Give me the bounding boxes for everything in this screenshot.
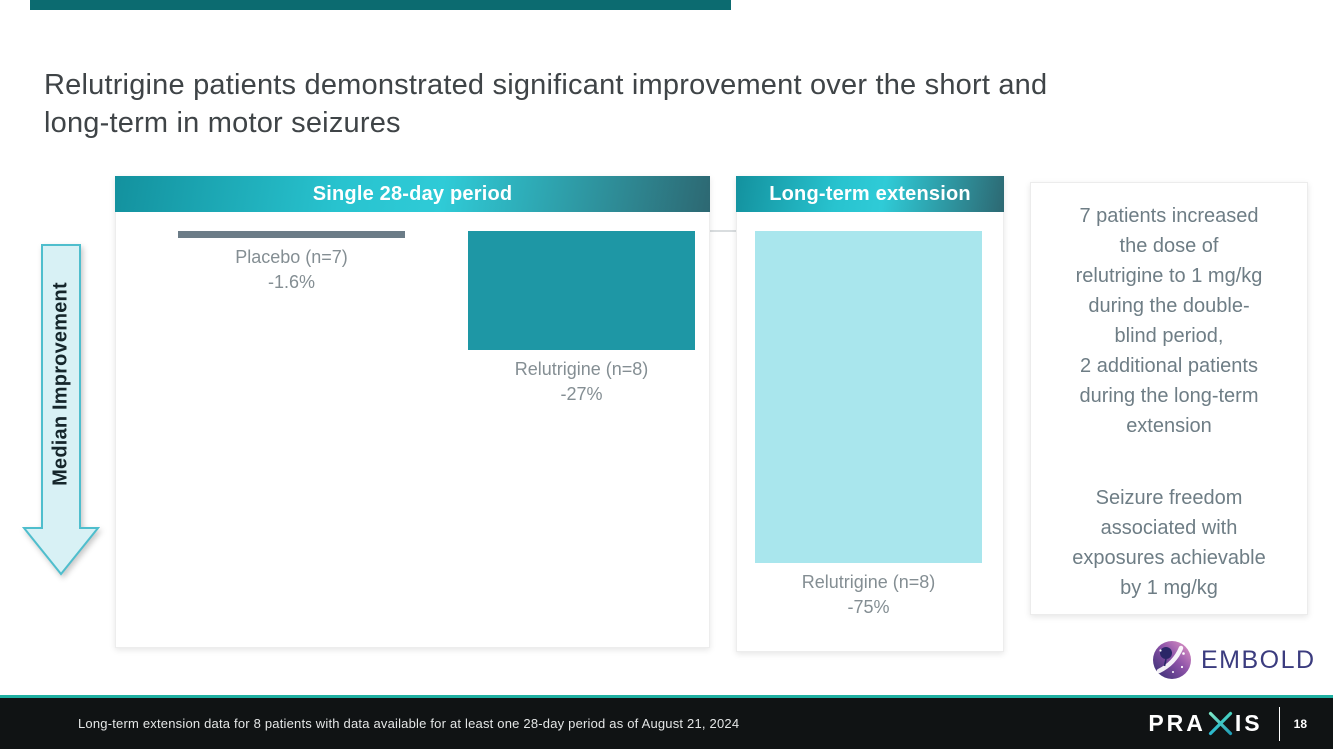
bar-placebo — [178, 231, 405, 239]
praxis-wordmark-right: IS — [1234, 710, 1263, 736]
praxis-x-icon — [1208, 711, 1233, 736]
bar-label-relutrigine-28day: Relutrigine (n=8) -27% — [468, 357, 695, 407]
bar-label-relutrigine-longterm: Relutrigine (n=8) -75% — [755, 570, 982, 620]
bar-series-label: Placebo (n=7) — [235, 247, 348, 268]
bar-relutrigine-28day — [468, 231, 695, 351]
info-paragraph-1: 7 patients increased the dose of relutri… — [1075, 205, 1263, 437]
panel-header-long-term: Long-term extension — [736, 176, 1004, 212]
panel-header-single-28day: Single 28-day period — [115, 176, 710, 212]
bar-series-label: Relutrigine (n=8) — [514, 359, 649, 380]
info-paragraph-gap — [1044, 441, 1294, 483]
info-card: 7 patients increased the dose of relutri… — [1030, 182, 1308, 615]
embold-wordmark: EMBOLD — [1201, 645, 1316, 674]
median-improvement-arrow: Median Improvement — [21, 244, 101, 576]
bar-relutrigine-longterm — [755, 231, 982, 563]
footer-separator — [1278, 706, 1280, 741]
panel-single-28day: Single 28-day period — [115, 176, 710, 648]
praxis-logo: PRA IS — [1148, 710, 1262, 737]
embold-icon — [1153, 641, 1191, 679]
slide-title: Relutrigine patients demonstrated signif… — [44, 69, 1048, 139]
footnote: Long-term extension data for 8 patients … — [78, 716, 740, 731]
arrow-down-icon — [21, 244, 101, 576]
info-paragraph-2: Seizure freedom associated with exposure… — [1072, 487, 1266, 599]
bar-series-label: Relutrigine (n=8) — [801, 571, 936, 592]
top-accent-bar — [30, 0, 731, 10]
bar-label-placebo: Placebo (n=7) -1.6% — [178, 245, 405, 295]
page-number: 18 — [1293, 716, 1307, 731]
praxis-wordmark-left: PRA — [1148, 710, 1206, 736]
footer-right: PRA IS 18 — [1148, 706, 1307, 741]
bar-value-label: -1.6% — [267, 272, 316, 293]
bar-value-label: -27% — [560, 384, 603, 405]
footer-bar: Long-term extension data for 8 patients … — [0, 695, 1333, 749]
embold-logo: EMBOLD — [1152, 638, 1320, 682]
bar-value-label: -75% — [847, 596, 890, 617]
